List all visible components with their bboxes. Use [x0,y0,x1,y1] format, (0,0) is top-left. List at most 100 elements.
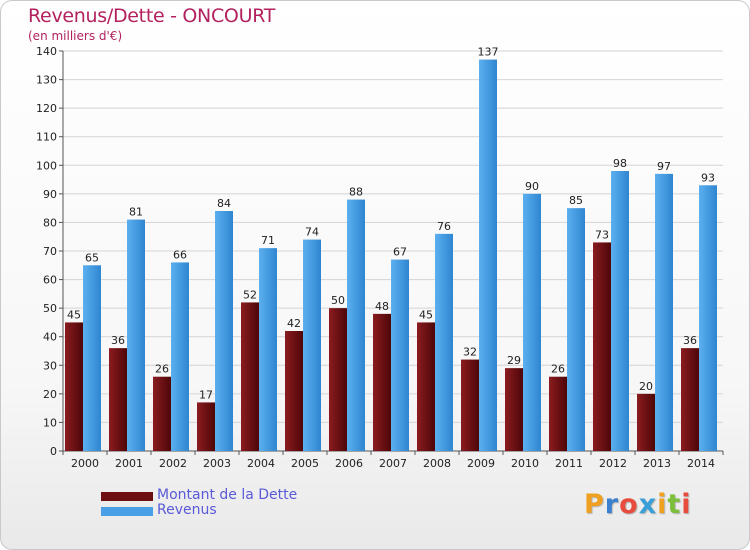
legend-label-debt: Montant de la Dette [157,487,298,503]
bar-debt [549,376,567,451]
legend-label-revenue: Revenus [157,502,217,518]
data-label-debt: 73 [595,228,609,241]
bar-debt [329,308,347,451]
bar-debt [197,402,215,451]
y-tick-label: 90 [43,188,57,201]
x-tick-label: 2001 [115,457,143,470]
y-tick-label: 80 [43,216,57,229]
data-label-debt: 36 [111,334,125,347]
data-label-debt: 52 [243,288,257,301]
logo-letter: t [667,489,682,520]
data-label-revenue: 98 [613,157,627,170]
bar-debt [505,368,523,451]
data-label-revenue: 66 [173,248,187,261]
y-tick-label: 50 [43,302,57,315]
data-label-debt: 20 [639,380,653,393]
bar-debt [109,348,127,451]
x-tick-label: 2010 [511,457,539,470]
x-tick-label: 2002 [159,457,187,470]
bar-revenue [611,171,629,451]
y-tick-label: 60 [43,274,57,287]
x-tick-label: 2000 [71,457,99,470]
bar-revenue [655,173,673,451]
bar-revenue [83,265,101,451]
logo-letter: P [584,489,605,520]
bar-revenue [171,262,189,451]
y-tick-label: 20 [43,388,57,401]
y-tick-label: 140 [36,45,57,58]
bar-revenue [215,211,233,451]
data-label-revenue: 76 [437,220,451,233]
x-tick-label: 2012 [599,457,627,470]
x-tick-label: 2009 [467,457,495,470]
data-label-debt: 26 [551,363,565,376]
logo-letter: o [619,489,639,520]
data-label-revenue: 137 [478,46,499,59]
y-tick-label: 10 [43,416,57,429]
data-label-debt: 42 [287,317,301,330]
x-tick-label: 2013 [643,457,671,470]
logo-letter: i [657,489,668,520]
x-tick-label: 2011 [555,457,583,470]
x-tick-label: 2008 [423,457,451,470]
data-label-revenue: 93 [701,171,715,184]
y-tick-label: 120 [36,102,57,115]
data-label-revenue: 88 [349,186,363,199]
x-tick-label: 2014 [687,457,715,470]
bar-revenue [567,208,585,451]
x-tick-label: 2005 [291,457,319,470]
data-label-revenue: 84 [217,197,231,210]
logo-letter: r [604,489,620,520]
y-tick-label: 0 [50,445,57,458]
data-label-debt: 48 [375,300,389,313]
bar-revenue [479,59,497,451]
data-label-revenue: 67 [393,246,407,259]
x-tick-label: 2004 [247,457,275,470]
bar-revenue [259,248,277,451]
bar-revenue [523,193,541,451]
y-tick-label: 130 [36,74,57,87]
legend-swatch-debt [101,492,153,501]
data-label-debt: 26 [155,363,169,376]
y-tick-label: 70 [43,245,57,258]
bar-revenue [347,199,365,451]
data-label-debt: 45 [419,308,433,321]
y-tick-label: 100 [36,159,57,172]
bar-debt [417,322,435,451]
x-tick-label: 2007 [379,457,407,470]
bar-revenue [303,239,321,451]
chart-title: Revenus/Dette - ONCOURT [28,5,276,27]
data-label-debt: 50 [331,294,345,307]
y-tick-label: 30 [43,359,57,372]
bar-debt [373,313,391,451]
bar-revenue [699,185,717,452]
data-label-revenue: 97 [657,160,671,173]
data-label-revenue: 81 [129,206,143,219]
bar-debt [637,393,655,451]
data-label-debt: 29 [507,354,521,367]
y-tick-label: 110 [36,131,57,144]
data-label-debt: 32 [463,346,477,359]
chart-subtitle: (en milliers d'€) [28,29,123,43]
bar-revenue [391,259,409,451]
data-label-revenue: 65 [85,251,99,264]
data-label-debt: 17 [199,388,213,401]
data-label-revenue: 74 [305,226,319,239]
y-tick-label: 40 [43,331,57,344]
x-tick-label: 2006 [335,457,363,470]
bar-revenue [127,219,145,451]
x-tick-label: 2003 [203,457,231,470]
bar-debt [681,348,699,451]
data-label-revenue: 90 [525,180,539,193]
bar-debt [593,242,611,451]
legend-swatch-revenue [101,507,153,516]
data-label-revenue: 71 [261,234,275,247]
logo-letter: x [638,489,658,520]
bar-debt [241,302,259,451]
data-label-debt: 36 [683,334,697,347]
bar-debt [285,331,303,451]
bar-debt [461,359,479,451]
logo-letter: i [681,489,692,520]
